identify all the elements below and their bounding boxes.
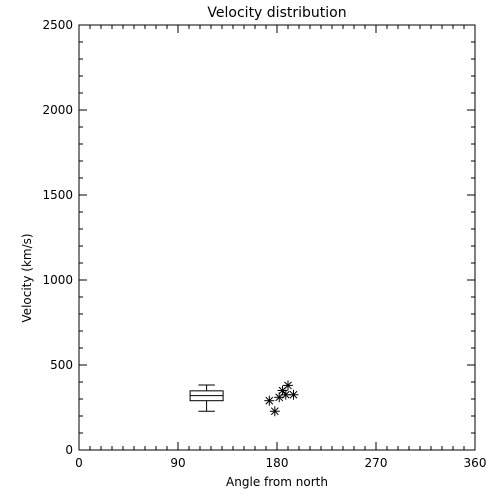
x-tick-label: 90 xyxy=(170,456,185,470)
chart-title: Velocity distribution xyxy=(207,5,346,21)
y-tick-label: 0 xyxy=(65,443,73,457)
data-points xyxy=(264,380,299,417)
data-point xyxy=(264,395,275,406)
boxplot xyxy=(189,384,224,412)
y-axis-label: Velocity (km/s) xyxy=(20,233,34,322)
asterisk-stroke xyxy=(289,390,298,399)
asterisk-stroke xyxy=(281,390,290,399)
axes-layer: 0 90 180 270 360 0 500 1000 1500 2000 2500 xyxy=(42,18,486,470)
asterisk-stroke xyxy=(284,381,292,390)
data-point xyxy=(280,389,291,400)
data-point xyxy=(288,389,299,400)
x-axis-label: Angle from north xyxy=(226,475,328,489)
asterisk-stroke xyxy=(270,407,279,416)
data-point xyxy=(283,380,293,391)
data-point xyxy=(269,406,280,417)
plot-frame xyxy=(78,24,476,451)
x-tick-label: 270 xyxy=(365,456,388,470)
asterisk-stroke xyxy=(265,396,274,405)
x-tick-label: 360 xyxy=(464,456,487,470)
y-tick-label: 1000 xyxy=(42,273,73,287)
y-tick-label: 1500 xyxy=(42,188,73,202)
x-tick-label: 0 xyxy=(75,456,83,470)
y-tick-label: 2000 xyxy=(42,103,73,117)
y-tick-label: 500 xyxy=(50,358,73,372)
y-tick-label: 2500 xyxy=(42,18,73,32)
x-tick-label: 180 xyxy=(266,456,289,470)
